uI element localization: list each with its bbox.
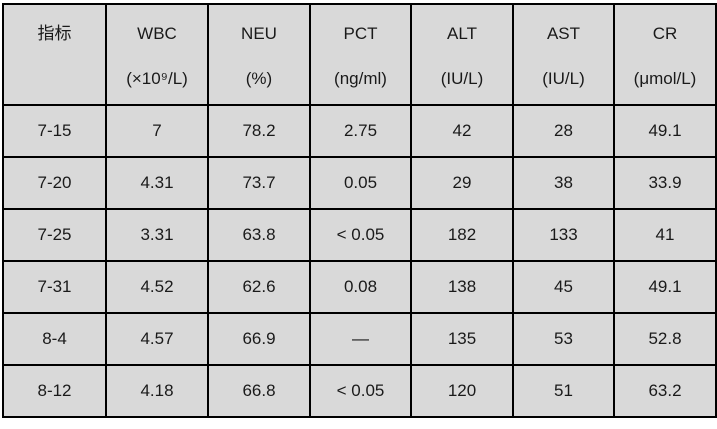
cell-neu: 66.8: [207, 364, 311, 418]
cell-alt: 42: [410, 104, 514, 158]
header-cell-content: PCT (ng/ml): [312, 6, 409, 103]
column-header-cr: CR (μmol/L): [613, 3, 717, 106]
cell-wbc: 4.18: [105, 364, 209, 418]
lab-results-table: 指标 WBC (×10⁹/L) NEU (%): [2, 3, 717, 418]
cell-alt: 120: [410, 364, 514, 418]
cell-wbc: 4.52: [105, 260, 209, 314]
cell-cr: 49.1: [613, 260, 717, 314]
table-row: 8-4 4.57 66.9 — 135 53 52.8: [2, 312, 717, 366]
cell-pct: 0.08: [309, 260, 412, 314]
cell-alt: 135: [410, 312, 514, 366]
cell-neu: 62.6: [207, 260, 311, 314]
cell-ast: 38: [512, 156, 615, 210]
row-label: 7-25: [2, 208, 107, 262]
column-name: AST: [546, 24, 581, 43]
cell-wbc: 4.57: [105, 312, 209, 366]
cell-neu: 78.2: [207, 104, 311, 158]
header-cell-content: NEU (%): [210, 6, 308, 103]
cell-ast: 53: [512, 312, 615, 366]
cell-cr: 33.9: [613, 156, 717, 210]
table-row: 7-20 4.31 73.7 0.05 29 38 33.9: [2, 156, 717, 210]
table-row: 7-31 4.52 62.6 0.08 138 45 49.1: [2, 260, 717, 314]
cell-ast: 133: [512, 208, 615, 262]
column-header-ast: AST (IU/L): [512, 3, 615, 106]
cell-alt: 29: [410, 156, 514, 210]
cell-pct: < 0.05: [309, 364, 412, 418]
cell-pct: —: [309, 312, 412, 366]
cell-neu: 66.9: [207, 312, 311, 366]
column-unit: (%): [245, 69, 273, 88]
column-name: NEU: [241, 24, 277, 43]
cell-ast: 45: [512, 260, 615, 314]
table-row: 8-12 4.18 66.8 < 0.05 120 51 63.2: [2, 364, 717, 418]
column-header-wbc: WBC (×10⁹/L): [105, 3, 209, 106]
header-row: 指标 WBC (×10⁹/L) NEU (%): [2, 3, 717, 106]
column-unit: (IU/L): [542, 69, 585, 88]
header-cell-content: 指标: [5, 6, 104, 103]
row-label: 7-15: [2, 104, 107, 158]
header-cell-content: AST (IU/L): [515, 6, 612, 103]
cell-cr: 63.2: [613, 364, 717, 418]
row-label: 8-12: [2, 364, 107, 418]
table-body: 7-15 7 78.2 2.75 42 28 49.1 7-20 4.31 73…: [2, 104, 717, 418]
column-unit: (IU/L): [440, 69, 484, 88]
cell-wbc: 4.31: [105, 156, 209, 210]
column-name: ALT: [447, 24, 477, 43]
column-name: CR: [652, 24, 678, 43]
column-header-neu: NEU (%): [207, 3, 311, 106]
column-unit: (ng/ml): [334, 69, 387, 88]
cell-wbc: 7: [105, 104, 209, 158]
column-name: 指标: [37, 24, 72, 43]
cell-cr: 41: [613, 208, 717, 262]
cell-wbc: 3.31: [105, 208, 209, 262]
column-name: WBC: [137, 24, 177, 43]
cell-pct: 2.75: [309, 104, 412, 158]
table-row: 7-15 7 78.2 2.75 42 28 49.1: [2, 104, 717, 158]
cell-ast: 51: [512, 364, 615, 418]
cell-pct: < 0.05: [309, 208, 412, 262]
cell-alt: 138: [410, 260, 514, 314]
column-header-alt: ALT (IU/L): [410, 3, 514, 106]
cell-neu: 63.8: [207, 208, 311, 262]
table-header: 指标 WBC (×10⁹/L) NEU (%): [2, 3, 717, 106]
cell-alt: 182: [410, 208, 514, 262]
cell-cr: 49.1: [613, 104, 717, 158]
header-cell-content: ALT (IU/L): [413, 6, 511, 103]
table-row: 7-25 3.31 63.8 < 0.05 182 133 41: [2, 208, 717, 262]
cell-neu: 73.7: [207, 156, 311, 210]
header-cell-content: WBC (×10⁹/L): [108, 6, 206, 103]
row-label: 8-4: [2, 312, 107, 366]
cell-cr: 52.8: [613, 312, 717, 366]
column-name: PCT: [343, 24, 378, 43]
column-unit: (μmol/L): [633, 69, 697, 88]
cell-pct: 0.05: [309, 156, 412, 210]
header-cell-content: CR (μmol/L): [616, 6, 714, 103]
column-header-indicator: 指标: [2, 3, 107, 106]
row-label: 7-20: [2, 156, 107, 210]
column-unit: (×10⁹/L): [126, 69, 188, 88]
row-label: 7-31: [2, 260, 107, 314]
column-header-pct: PCT (ng/ml): [309, 3, 412, 106]
cell-ast: 28: [512, 104, 615, 158]
